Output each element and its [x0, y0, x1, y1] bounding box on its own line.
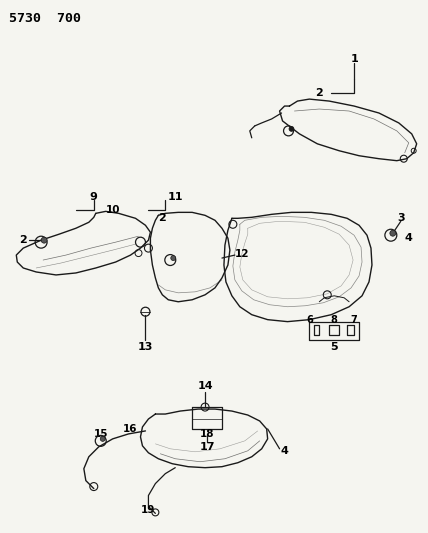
Text: 2: 2	[19, 235, 27, 245]
Text: 17: 17	[199, 442, 215, 452]
Text: 2: 2	[158, 213, 166, 223]
Circle shape	[390, 230, 396, 236]
Text: 11: 11	[167, 192, 183, 203]
Text: 1: 1	[350, 54, 358, 64]
Text: 12: 12	[235, 249, 249, 259]
Text: 5730  700: 5730 700	[9, 12, 81, 25]
Circle shape	[289, 126, 294, 131]
Text: 9: 9	[90, 192, 98, 203]
Text: 14: 14	[197, 381, 213, 391]
Text: 19: 19	[141, 505, 156, 515]
Text: 4: 4	[405, 233, 413, 243]
Text: 5: 5	[330, 343, 338, 352]
Text: 13: 13	[138, 343, 153, 352]
Text: 8: 8	[331, 314, 338, 325]
Text: 4: 4	[281, 446, 288, 456]
Text: 7: 7	[351, 314, 357, 325]
Text: 18: 18	[200, 429, 214, 439]
Text: 15: 15	[93, 429, 108, 439]
Text: 2: 2	[315, 88, 323, 98]
Text: 10: 10	[105, 205, 120, 215]
Circle shape	[41, 237, 47, 243]
Circle shape	[100, 437, 105, 441]
Circle shape	[171, 255, 176, 261]
Text: 3: 3	[397, 213, 404, 223]
Text: 6: 6	[306, 314, 313, 325]
Text: 16: 16	[123, 424, 138, 434]
